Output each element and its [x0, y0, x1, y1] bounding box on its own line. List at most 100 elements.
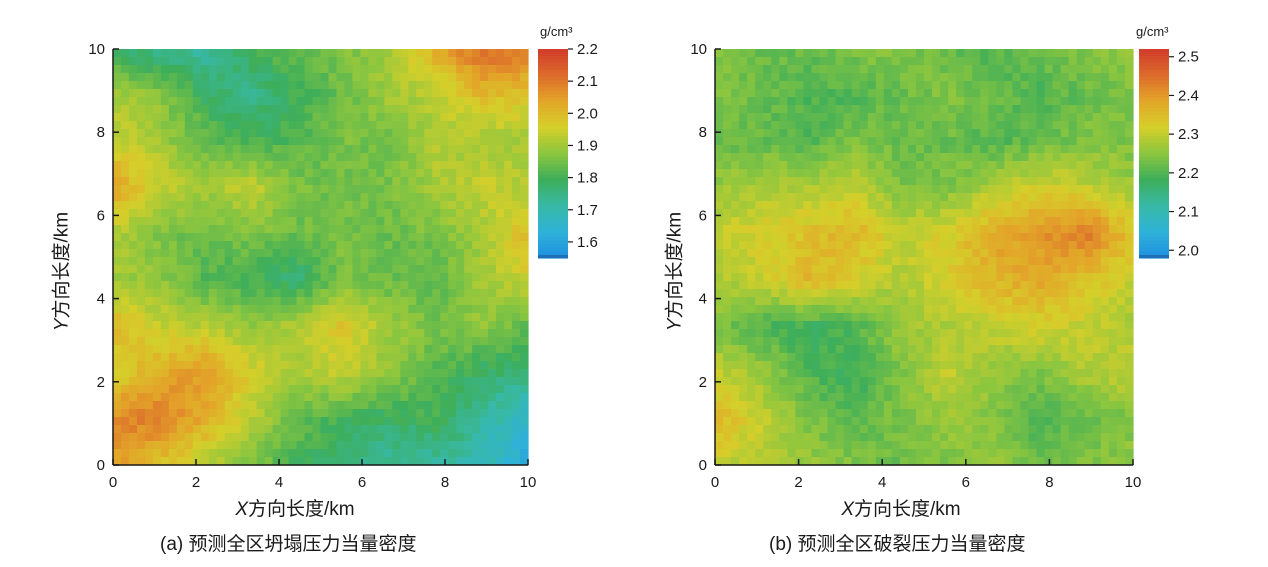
heatmap-cell: [240, 185, 250, 194]
heatmap-cell: [827, 121, 837, 130]
heatmap-cell: [232, 449, 242, 458]
heatmap-cell: [216, 305, 226, 314]
heatmap-cell: [152, 161, 162, 170]
heatmap-cell: [488, 417, 497, 426]
heatmap-cell: [932, 329, 941, 338]
heatmap-cell: [723, 265, 732, 274]
heatmap-cell: [1036, 209, 1046, 218]
heatmap-cell: [723, 65, 732, 74]
heatmap-cell: [304, 305, 314, 314]
heatmap-cell: [948, 305, 957, 314]
heatmap-cell: [352, 425, 361, 434]
heatmap-cell: [1020, 353, 1030, 362]
heatmap-cell: [336, 353, 346, 362]
heatmap-cell: [312, 49, 322, 58]
heatmap-cell: [747, 169, 756, 178]
heatmap-cell: [723, 361, 732, 370]
heatmap-cell: [819, 313, 829, 322]
heatmap-cell: [328, 305, 338, 314]
heatmap-cell: [392, 97, 401, 106]
heatmap-cell: [232, 105, 242, 114]
heatmap-cell: [504, 393, 513, 402]
heatmap-cell: [264, 321, 274, 330]
heatmap-cell: [256, 329, 266, 338]
heatmap-cell: [755, 121, 764, 130]
heatmap-cell: [771, 329, 780, 338]
heatmap-cell: [248, 225, 258, 234]
heatmap-cell: [504, 145, 513, 154]
heatmap-cell: [224, 73, 234, 82]
heatmap-cell: [360, 177, 369, 186]
heatmap-cell: [1108, 225, 1118, 234]
heatmap-cell: [312, 249, 322, 258]
heatmap-cell: [1124, 129, 1134, 138]
heatmap-cell: [224, 49, 234, 58]
heatmap-cell: [376, 193, 385, 202]
heatmap-cell: [432, 241, 441, 250]
heatmap-cell: [811, 105, 821, 114]
heatmap-cell: [907, 313, 917, 322]
heatmap-cell: [224, 137, 234, 146]
heatmap-cell: [771, 257, 780, 266]
heatmap-cell: [200, 193, 210, 202]
heatmap-cell: [400, 49, 409, 58]
heatmap-cell: [715, 153, 724, 162]
heatmap-cell: [280, 161, 290, 170]
heatmap-cell: [980, 57, 989, 66]
heatmap-cell: [859, 193, 869, 202]
heatmap-cell: [344, 177, 354, 186]
y-tick-label: 4: [97, 291, 105, 308]
heatmap-cell: [224, 409, 234, 418]
heatmap-cell: [440, 353, 449, 362]
heatmap-cell: [1028, 217, 1038, 226]
heatmap-cell: [424, 65, 433, 74]
heatmap-cell: [1004, 49, 1014, 58]
heatmap-cell: [128, 281, 138, 290]
heatmap-cell: [723, 377, 732, 386]
heatmap-cell: [771, 73, 780, 82]
heatmap-cell: [336, 417, 346, 426]
heatmap-cell: [1076, 345, 1086, 354]
heatmap-cell: [328, 425, 338, 434]
heatmap-cell: [432, 121, 441, 130]
heatmap-cell: [320, 65, 330, 74]
heatmap-cell: [296, 353, 306, 362]
heatmap-cell: [200, 377, 210, 386]
heatmap-cell: [120, 281, 130, 290]
heatmap-cell: [272, 73, 282, 82]
heatmap-cell: [795, 57, 805, 66]
heatmap-cell: [376, 241, 385, 250]
heatmap-cell: [176, 185, 186, 194]
heatmap-cell: [899, 177, 909, 186]
heatmap-cell: [272, 145, 282, 154]
heatmap-cell: [320, 89, 330, 98]
heatmap-cell: [715, 129, 724, 138]
heatmap-cell: [940, 265, 949, 274]
heatmap-cell: [1020, 241, 1030, 250]
heatmap-cell: [520, 177, 529, 186]
heatmap-cell: [328, 385, 338, 394]
heatmap-cell: [932, 241, 941, 250]
heatmap-cell: [168, 225, 178, 234]
heatmap-cell: [803, 265, 813, 274]
heatmap-cell: [787, 241, 796, 250]
heatmap-cell: [948, 337, 957, 346]
heatmap-cell: [176, 385, 186, 394]
heatmap-cell: [368, 57, 377, 66]
heatmap-cell: [120, 345, 130, 354]
heatmap-cell: [948, 73, 957, 82]
heatmap-cell: [176, 401, 186, 410]
heatmap-cell: [136, 81, 146, 90]
heatmap-cell: [795, 297, 805, 306]
heatmap-cell: [1044, 145, 1054, 154]
heatmap-cell: [416, 89, 425, 98]
heatmap-cell: [867, 105, 877, 114]
heatmap-cell: [803, 193, 813, 202]
heatmap-cell: [988, 209, 997, 218]
heatmap-cell: [352, 121, 361, 130]
heatmap-cell: [288, 145, 298, 154]
heatmap-cell: [232, 185, 242, 194]
heatmap-cell: [1060, 217, 1070, 226]
heatmap-cell: [248, 89, 258, 98]
heatmap-cell: [851, 329, 861, 338]
